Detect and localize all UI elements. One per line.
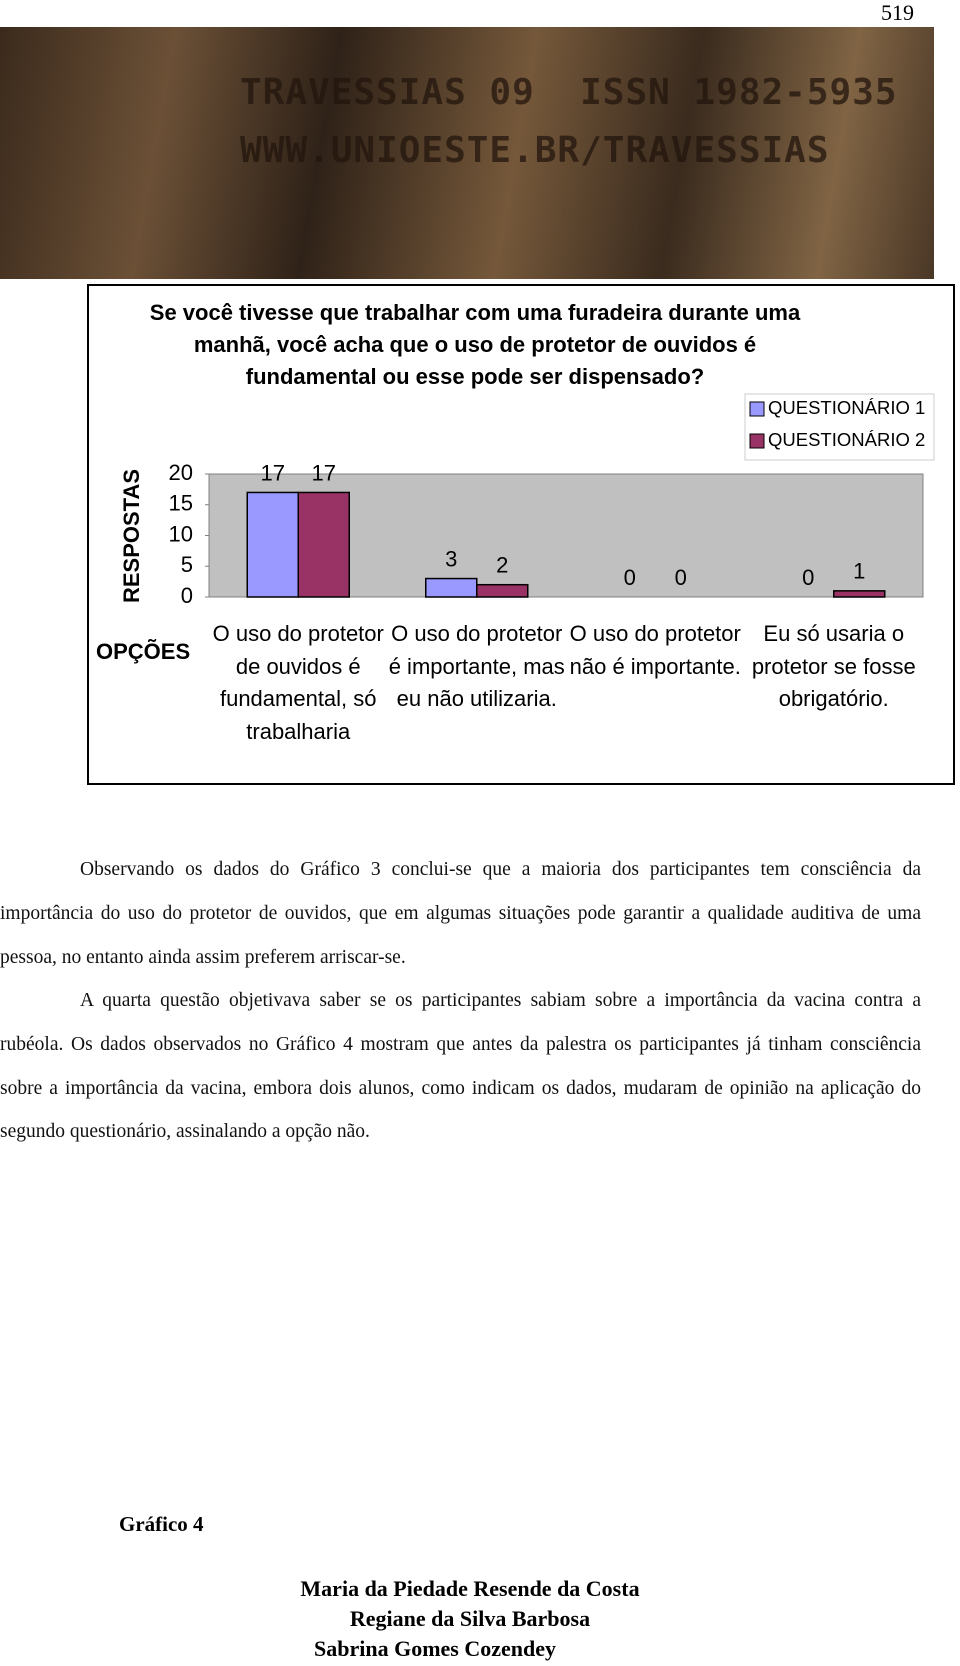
author: Sabrina Gomes Cozendey	[314, 1636, 556, 1661]
data-label: 17	[312, 460, 336, 485]
x-axis-label: OPÇÕES	[96, 639, 191, 664]
legend-swatch	[749, 401, 765, 417]
paragraph: Observando os dados do Gráfico 3 conclui…	[0, 859, 921, 968]
chart-title: Se você tivesse que trabalhar com uma fu…	[149, 300, 801, 389]
data-label: 1	[853, 559, 865, 584]
data-label: 17	[261, 460, 285, 485]
bar	[425, 577, 478, 598]
y-tick-label: 0	[181, 583, 193, 608]
legend-label: QUESTIONÁRIO 2	[768, 429, 925, 450]
y-tick-label: 20	[169, 460, 193, 485]
header-line: WWW.UNIOESTE.BR/TRAVESSIAS	[240, 130, 830, 171]
bar	[246, 491, 299, 598]
caption: Gráfico 4	[119, 1512, 204, 1536]
legend-label: QUESTIONÁRIO 1	[768, 397, 925, 418]
legend-frame	[744, 393, 935, 461]
y-tick-label: 15	[169, 491, 193, 516]
legend-swatch	[749, 433, 765, 449]
x-tick-label: O uso do protetor de ouvidos é fundament…	[212, 621, 384, 744]
bar	[476, 583, 529, 598]
data-label: 0	[624, 565, 636, 590]
data-label: 0	[802, 565, 814, 590]
y-tick-label: 5	[181, 552, 193, 577]
author: Maria da Piedade Resende da Costa	[300, 1576, 640, 1601]
y-axis-label: RESPOSTAS	[119, 469, 144, 603]
x-tick-label: O uso do protetor não é importante.	[569, 621, 741, 679]
x-tick-label: O uso do protetor é importante, mas eu n…	[388, 621, 565, 712]
bar	[297, 491, 350, 598]
header-line: TRAVESSIAS 09 ISSN 1982-5935	[240, 72, 898, 113]
x-tick-label: Eu só usaria o protetor se fosse obrigat…	[751, 621, 916, 712]
author: Regiane da Silva Barbosa	[349, 1606, 591, 1631]
paragraph: A quarta questão objetivava saber se os …	[0, 990, 921, 1143]
data-label: 3	[445, 546, 457, 571]
y-tick-label: 10	[169, 521, 193, 546]
header-banner: TRAVESSIAS 09 ISSN 1982-5935 WWW.UNIOEST…	[0, 27, 934, 279]
bar	[833, 590, 886, 598]
page-number: 519	[881, 0, 914, 25]
chart-frame	[87, 284, 955, 785]
data-label: 2	[496, 553, 508, 578]
data-label: 0	[675, 565, 687, 590]
